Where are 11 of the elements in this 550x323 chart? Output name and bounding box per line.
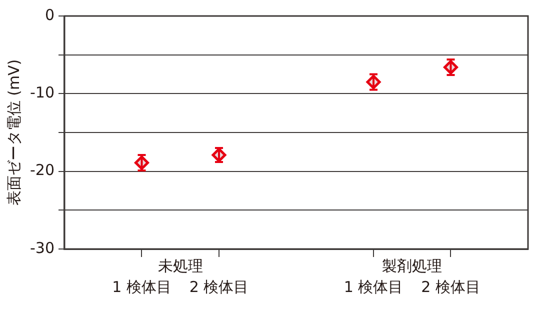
y-tick-label: -30 [30, 238, 54, 257]
y-tick-label: -20 [30, 161, 54, 180]
x-tick-label: 2 検体目 [189, 278, 249, 296]
y-tick-label: 0 [44, 6, 54, 24]
y-tick-label: -10 [30, 84, 54, 102]
y-axis-title: 表面ゼータ電位 (mV) [4, 59, 23, 206]
text: 未処理 [158, 256, 203, 275]
x-tick-label: 1 検体目 [344, 278, 404, 296]
x-tick-label: 1 検体目 [112, 278, 172, 296]
x-tick-label: 2 検体目 [421, 278, 480, 296]
text: 製剤処理 [382, 256, 442, 275]
